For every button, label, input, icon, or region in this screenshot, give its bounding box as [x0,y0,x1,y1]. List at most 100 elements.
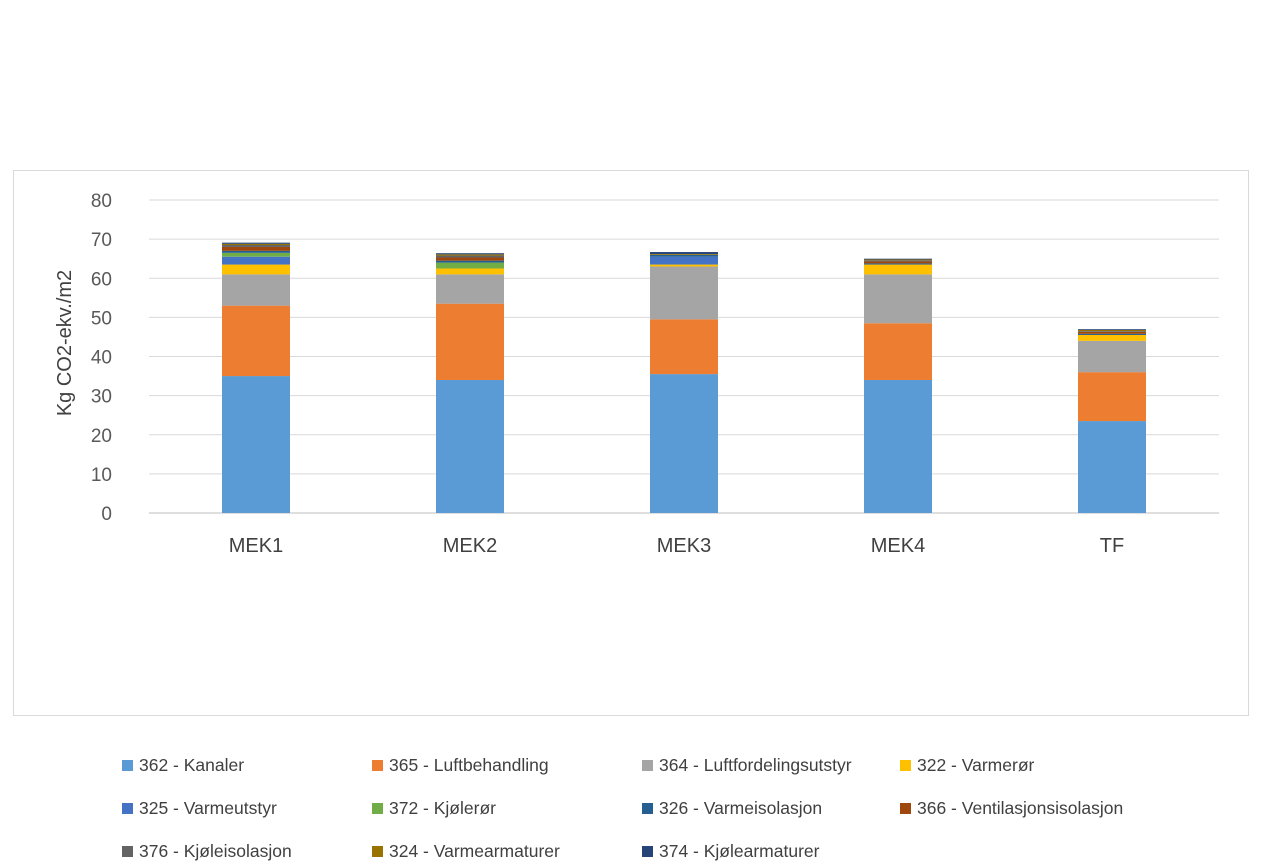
bar-segment [222,274,290,306]
bar-segment [1078,372,1146,422]
bar-segment [864,260,932,262]
legend-item: 362 - Kanaler [122,755,244,776]
legend-item: 376 - Kjøleisolasjon [122,841,292,862]
bar-segment [650,264,718,267]
bar-segment [1078,329,1146,330]
bar-segment [436,253,504,255]
bar-segment [864,263,932,265]
bar-segment [650,374,718,513]
bar-segment [436,274,504,304]
legend-item: 325 - Varmeutstyr [122,798,277,819]
y-tick-label: 60 [91,269,112,290]
bar-segment [864,323,932,380]
legend-swatch [372,760,383,771]
legend-item: 374 - Kjølearmaturer [642,841,819,862]
chart-svg: 0 10 20 30 40 50 60 70 80 MEK1 MEK2 MEK3 MEK4 TF Kg … [54,191,1219,557]
bar-segment [864,261,932,264]
legend-label: 365 - Luftbehandling [389,755,549,775]
y-axis-ticks: 0 10 20 30 40 50 60 70 80 [91,191,112,525]
y-tick-label: 40 [91,348,112,369]
legend-label: 374 - Kjølearmaturer [659,841,820,861]
bar-segment [650,319,718,375]
legend-swatch [642,846,653,857]
bar-segment [1078,333,1146,335]
x-tick-label: MEK2 [443,535,497,557]
legend-label: 366 - Ventilasjonsisolasjon [917,798,1124,818]
y-tick-label: 30 [91,387,112,408]
legend-item: 365 - Luftbehandling [372,755,549,776]
bar-segment [222,246,290,251]
bar-segment [1078,334,1146,341]
bar-segment [864,264,932,275]
legend-item: 324 - Varmearmaturer [372,841,560,862]
bar-segment [436,255,504,258]
bar-segment [222,256,290,265]
x-tick-label: MEK4 [871,535,925,557]
legend-label: 362 - Kanaler [139,755,245,775]
legend-swatch [122,760,133,771]
bar-segment [222,264,290,275]
bar-segment [222,376,290,513]
legend-label: 364 - Luftfordelingsutstyr [659,755,852,775]
bar-segment [436,262,504,269]
legend-label: 326 - Varmeisolasjon [659,798,823,818]
x-axis-ticks: MEK1 MEK2 MEK3 MEK4 TF [229,535,1124,557]
legend-label: 376 - Kjøleisolasjon [139,841,292,861]
bar-segment [222,243,290,245]
bar-segment [436,254,504,256]
bar-segment [222,305,290,377]
y-tick-label: 50 [91,308,112,329]
bar-segment [650,253,718,255]
legend-swatch [642,803,653,814]
bar-segment [1078,331,1146,334]
bar-segment [222,242,290,244]
legend-swatch [122,803,133,814]
x-tick-label: MEK3 [657,535,711,557]
legend-swatch [900,803,911,814]
legend-swatch [122,846,133,857]
legend-swatch [372,803,383,814]
bar-segment [1078,421,1146,513]
y-tick-label: 20 [91,426,112,447]
x-tick-label: TF [1100,535,1124,557]
legend-swatch [900,760,911,771]
legend-item: 326 - Varmeisolasjon [642,798,822,819]
bar-segment [436,379,504,513]
legend-label: 372 - Kjølerør [389,798,496,818]
bar-segment [864,259,932,261]
bar-segment [1078,331,1146,332]
legend-label: 324 - Varmearmaturer [389,841,560,861]
bar-segment [864,379,932,513]
bar-segment [650,254,718,257]
bar-segment [436,260,504,263]
y-tick-label: 80 [91,191,112,212]
bar-segment [222,250,290,253]
bar-segment [650,266,718,320]
bar-segment [650,256,718,265]
y-tick-label: 70 [91,230,112,251]
legend-item: 364 - Luftfordelingsutstyr [642,755,852,776]
y-axis-label: Kg CO2-ekv./m2 [54,270,76,416]
legend-label: 322 - Varmerør [917,755,1035,775]
x-tick-label: MEK1 [229,535,283,557]
bars [222,242,1146,513]
bar-segment [436,257,504,261]
bar-segment [436,268,504,275]
bar-segment [222,252,290,257]
chart-frame: 0 10 20 30 40 50 60 70 80 MEK1 MEK2 MEK3 MEK4 TF Kg … [13,170,1249,861]
legend-label: 325 - Varmeutstyr [139,798,277,818]
y-tick-label: 10 [91,465,112,486]
bar-segment [436,303,504,380]
bar-segment [1078,340,1146,373]
bar-segment [1078,329,1146,332]
bar-segment [650,252,718,254]
legend-swatch [642,760,653,771]
bar-segment [222,244,290,247]
bar-segment [864,274,932,324]
legend-item: 366 - Ventilasjonsisolasjon [900,798,1123,819]
y-tick-label: 0 [101,504,112,525]
legend-item: 372 - Kjølerør [372,798,496,819]
legend-item: 322 - Varmerør [900,755,1034,776]
legend-swatch [372,846,383,857]
bar-segment [864,258,932,260]
